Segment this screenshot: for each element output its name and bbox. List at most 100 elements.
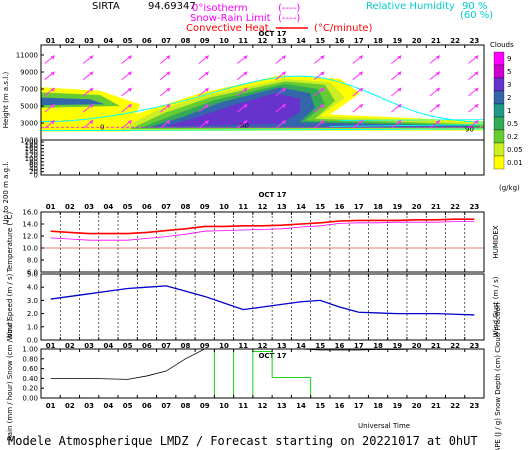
cloud-ytick-lower-9: 20 (29, 168, 38, 176)
temp-hour-top-21: 21 (431, 203, 441, 211)
temp-hour-top-16: 16 (335, 203, 345, 211)
wind-arrowhead-2-3 (89, 104, 94, 109)
cloud-legend-level-7: 0.05 (507, 146, 523, 154)
cloud-hour-top-12: 12 (258, 37, 268, 45)
cloud-legend-level-3: 2 (507, 94, 511, 102)
wind-arrowhead-12-0 (281, 55, 286, 60)
wind-hour-bottom-07: 07 (161, 342, 171, 350)
temp-hour-top-23: 23 (469, 203, 479, 211)
cloud-legend-swatch-4 (493, 103, 505, 118)
cloud-ytick-upper-2: 7000 (20, 86, 38, 94)
wind-arrowhead-4-2 (127, 87, 132, 92)
wind-arrowhead-20-3 (435, 104, 440, 109)
precip-hour-bottom-20: 20 (412, 402, 422, 410)
precip-hour-bottom-18: 18 (373, 402, 383, 410)
wind-hour-bottom-01: 01 (46, 342, 56, 350)
temp-hour-top-13: 13 (277, 203, 287, 211)
wind-arrowhead-20-1 (435, 71, 440, 76)
wind-arrowhead-4-0 (127, 55, 132, 60)
wind-ytick-2: 3.0 (27, 297, 38, 305)
wind-ytick-1: 4.0 (27, 284, 38, 292)
precip-hour-bottom-09: 09 (200, 402, 210, 410)
precip-hour-bottom-01: 01 (46, 402, 56, 410)
wind-arrowhead-8-0 (204, 55, 209, 60)
wind-arrowhead-14-0 (320, 55, 325, 60)
precip-hour-bottom-12: 12 (258, 402, 268, 410)
temp-hour-top-18: 18 (373, 203, 383, 211)
wind-hour-bottom-17: 17 (354, 342, 364, 350)
temp-hour-top-19: 19 (392, 203, 402, 211)
wind-arrowhead-10-4 (243, 120, 248, 125)
wind-ytick-4: 1.0 (27, 323, 38, 331)
wind-hour-bottom-08: 08 (181, 342, 191, 350)
wind-arrowhead-20-0 (435, 55, 440, 60)
temp-series-0 (50, 218, 475, 235)
legend-convective: Convective Heat. (186, 23, 272, 34)
wind-arrowhead-8-3 (204, 104, 209, 109)
wind-arrowhead-10-1 (243, 71, 248, 76)
temp-ytick-5: 6.0 (27, 269, 38, 277)
precip-ytick-0: 1.00 (22, 346, 38, 354)
wind-hour-bottom-10: 10 (219, 342, 229, 350)
precip-hour-bottom-19: 19 (392, 402, 402, 410)
cloud-ytick-lower-6: 80 (29, 158, 38, 166)
wind-arrowhead-14-3 (320, 104, 325, 109)
cloud-legend-level-4: 1 (507, 107, 511, 115)
wind-arrowhead-10-3 (243, 104, 248, 109)
temp-hour-top-15: 15 (315, 203, 325, 211)
wind-hour-bottom-02: 02 (65, 342, 75, 350)
cloud-legend-unit: (g/kg) (499, 184, 520, 192)
temp-hour-top-22: 22 (450, 203, 460, 211)
wind-hour-bottom-19: 19 (392, 342, 402, 350)
precip-hour-bottom-15: 15 (315, 402, 325, 410)
wind-arrowhead-8-2 (204, 87, 209, 92)
wind-ytick-3: 2.0 (27, 310, 38, 318)
wind-arrowhead-2-2 (89, 87, 94, 92)
temp-series-1 (50, 221, 475, 241)
wind-hour-bottom-18: 18 (373, 342, 383, 350)
rh-label-90: 90 (465, 126, 474, 134)
cloud-ytick-upper-1: 9000 (20, 69, 38, 77)
wind-arrowhead-6-3 (166, 104, 171, 109)
temp-hour-top-02: 02 (65, 203, 75, 211)
temp-panel-frame (40, 211, 485, 273)
wind-hour-bottom-11: 11 (238, 342, 248, 350)
cloud-legend-swatch-2 (493, 77, 505, 92)
wind-arrowhead-10-2 (243, 87, 248, 92)
precip-hour-bottom-16: 16 (335, 402, 345, 410)
cloud-legend-title: Clouds (490, 41, 514, 49)
temp-hour-top-06: 06 (142, 203, 152, 211)
wind-hour-bottom-15: 15 (315, 342, 325, 350)
cloud-hour-top-08: 08 (181, 37, 191, 45)
wind-hour-bottom-23: 23 (469, 342, 479, 350)
cloud-ylabel-lower: Up to 200 m a.g.l. (2, 161, 10, 224)
temp-ytick-2: 12.0 (22, 233, 38, 241)
cloud-panel-frame (40, 44, 485, 176)
wind-arrowhead-0-3 (50, 104, 55, 109)
legend-convective-unit: (°C/minute) (314, 23, 373, 34)
temp-hour-top-12: 12 (258, 203, 268, 211)
temp-date-label: OCT 17 (258, 191, 286, 199)
precip-hour-bottom-21: 21 (431, 402, 441, 410)
cloud-hour-top-18: 18 (373, 37, 383, 45)
wind-arrowhead-0-4 (50, 120, 55, 125)
rh-contour-90 (40, 75, 485, 123)
temp-hour-top-04: 04 (104, 203, 114, 211)
cloud-hour-top-23: 23 (469, 37, 479, 45)
precip-hour-bottom-02: 02 (65, 402, 75, 410)
wind-arrowhead-18-0 (397, 55, 402, 60)
cloud-ylabel: Height (m a.s.l.) (2, 72, 10, 129)
precip-hour-bottom-07: 07 (161, 402, 171, 410)
wind-arrowhead-14-4 (320, 120, 325, 125)
cloud-ytick-lower-7: 60 (29, 162, 38, 170)
wind-arrowhead-14-1 (320, 71, 325, 76)
precip-ytick-5: 0.00 (22, 395, 38, 403)
wind-arrowhead-0-1 (50, 71, 55, 76)
legend-snow-rain: Snow-Rain Limit (190, 13, 271, 24)
cloud-hour-top-02: 02 (65, 37, 75, 45)
cloud-ytick-lower-8: 40 (29, 165, 38, 173)
header: SIRTA 94.69347 0°isotherm (----) Snow-Ra… (92, 1, 493, 34)
wind-arrowhead-16-4 (358, 120, 363, 125)
wind-hour-bottom-14: 14 (296, 342, 306, 350)
precip-hour-bottom-04: 04 (104, 402, 114, 410)
